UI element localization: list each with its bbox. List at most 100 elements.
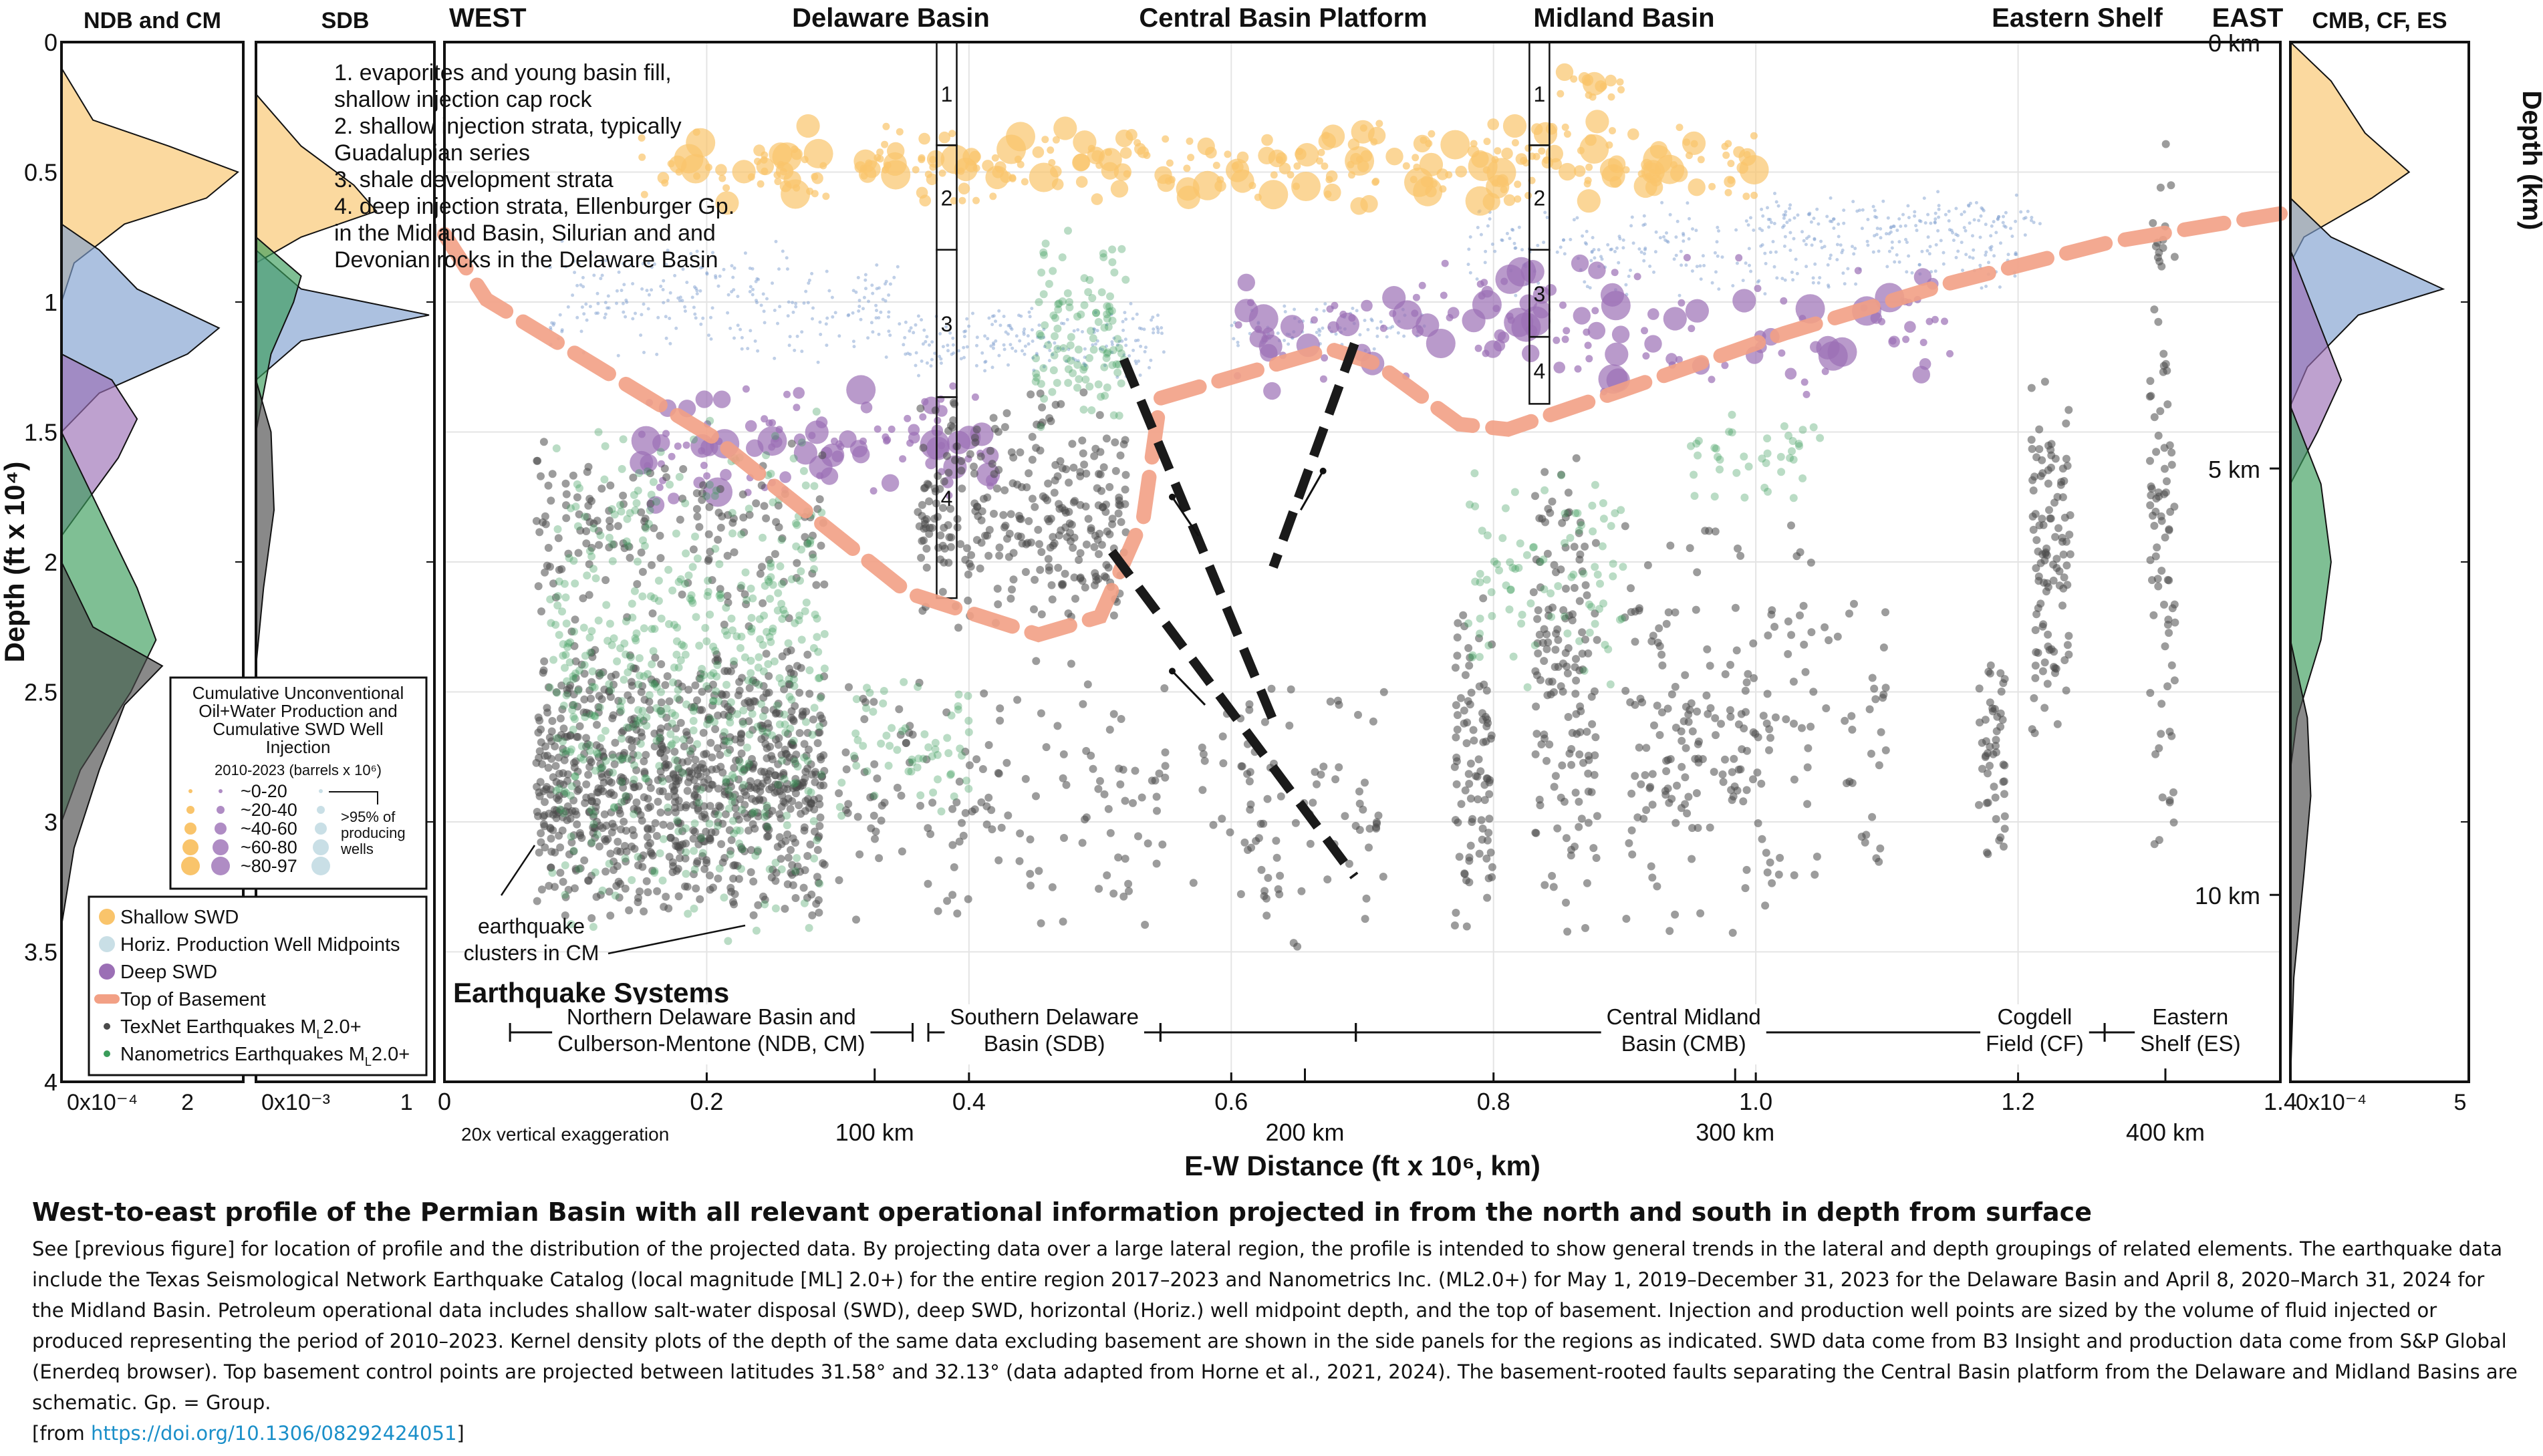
nano-point — [722, 737, 730, 746]
horiz-point — [1081, 330, 1084, 333]
nano-point — [686, 594, 694, 603]
texnet-point — [787, 846, 795, 854]
texnet-point — [1313, 780, 1321, 788]
nano-point — [1591, 480, 1599, 489]
texnet-point — [994, 769, 1003, 778]
texnet-point — [997, 823, 1006, 832]
horiz-point — [980, 351, 984, 355]
texnet-point — [799, 883, 808, 892]
horiz-point — [1815, 207, 1819, 211]
texnet-point — [656, 531, 664, 540]
nano-point — [606, 619, 614, 628]
texnet-point — [1867, 750, 1875, 758]
texnet-point — [777, 750, 786, 759]
nano-point — [739, 720, 748, 728]
nano-point — [898, 727, 906, 736]
texnet-point — [716, 803, 724, 811]
shallow-point — [1051, 178, 1064, 190]
nano-point — [609, 768, 617, 777]
nano-point — [1567, 573, 1576, 581]
size-legend-horiz — [315, 823, 327, 835]
nano-point — [619, 435, 628, 444]
nano-point — [696, 785, 705, 794]
horiz-point — [1716, 225, 1720, 229]
nano-point — [598, 886, 607, 895]
horiz-point — [761, 292, 765, 296]
texnet-point — [726, 667, 735, 676]
texnet-point — [1032, 657, 1041, 666]
horiz-point — [997, 353, 1001, 357]
texnet-point — [1876, 844, 1885, 853]
nano-point — [781, 728, 790, 737]
nano-point — [1529, 543, 1538, 551]
texnet-point — [1799, 601, 1808, 610]
texnet-point — [989, 414, 998, 422]
nano-point — [720, 728, 728, 736]
nano-point — [726, 698, 735, 706]
nano-point — [1595, 605, 1603, 613]
texnet-point — [1361, 778, 1369, 787]
texnet-point — [713, 744, 722, 752]
texnet-point — [573, 820, 581, 829]
texnet-point — [985, 526, 994, 534]
shallow-point — [1617, 86, 1625, 94]
horiz-point — [938, 332, 942, 335]
texnet-point — [679, 465, 688, 473]
nano-point — [1561, 539, 1569, 547]
nano-point — [658, 876, 667, 885]
horiz-point — [604, 301, 608, 305]
texnet-point — [1000, 423, 1009, 432]
texnet-point — [1035, 867, 1043, 875]
y-tick-label: 3 — [44, 809, 57, 836]
texnet-point — [1047, 581, 1056, 589]
texnet-point — [2064, 631, 2073, 640]
texnet-point — [729, 874, 738, 883]
shallow-point — [1350, 197, 1368, 215]
texnet-point — [1111, 466, 1120, 475]
nano-point — [715, 560, 724, 569]
horiz-point — [965, 317, 969, 321]
horiz-point — [1829, 196, 1833, 200]
horiz-point — [1790, 271, 1794, 274]
texnet-point — [591, 833, 599, 842]
horiz-point — [773, 309, 777, 312]
horiz-point — [564, 265, 568, 269]
size-legend-title: Injection — [266, 737, 331, 757]
horiz-point — [922, 328, 926, 332]
horiz-point — [664, 263, 668, 267]
nano-point — [597, 734, 606, 742]
nano-point — [1577, 521, 1586, 529]
horiz-point — [1015, 334, 1019, 338]
texnet-point — [640, 517, 649, 526]
nano-point — [556, 805, 565, 814]
horiz-point — [692, 285, 696, 289]
horiz-point — [1468, 235, 1472, 239]
horiz-point — [1913, 210, 1917, 214]
deep-point — [1605, 342, 1629, 366]
texnet-point — [732, 811, 741, 820]
horiz-point — [1887, 232, 1891, 236]
horiz-point — [1682, 239, 1686, 243]
nano-point — [789, 736, 798, 745]
horiz-point — [668, 317, 672, 320]
size-legend-bracket — [329, 791, 378, 805]
texnet-point — [680, 742, 688, 750]
texnet-point — [718, 819, 727, 828]
deep-point — [1685, 299, 1709, 323]
nano-point — [780, 710, 789, 719]
texnet-point — [1734, 544, 1742, 553]
horiz-point — [1760, 229, 1764, 233]
nano-point — [1523, 683, 1532, 692]
nano-point — [739, 780, 748, 789]
system-label: Shelf (ES) — [2140, 1031, 2240, 1056]
texnet-point — [1578, 567, 1587, 576]
texnet-point — [870, 760, 879, 768]
horiz-point — [1076, 359, 1080, 363]
texnet-point — [699, 783, 708, 792]
texnet-point — [1460, 622, 1469, 631]
source-link[interactable]: https://doi.org/10.1306/08292424051 — [91, 1422, 457, 1445]
texnet-point — [1125, 887, 1133, 895]
horiz-point — [755, 301, 759, 305]
texnet-point — [1362, 894, 1371, 903]
horiz-point — [1062, 321, 1066, 325]
